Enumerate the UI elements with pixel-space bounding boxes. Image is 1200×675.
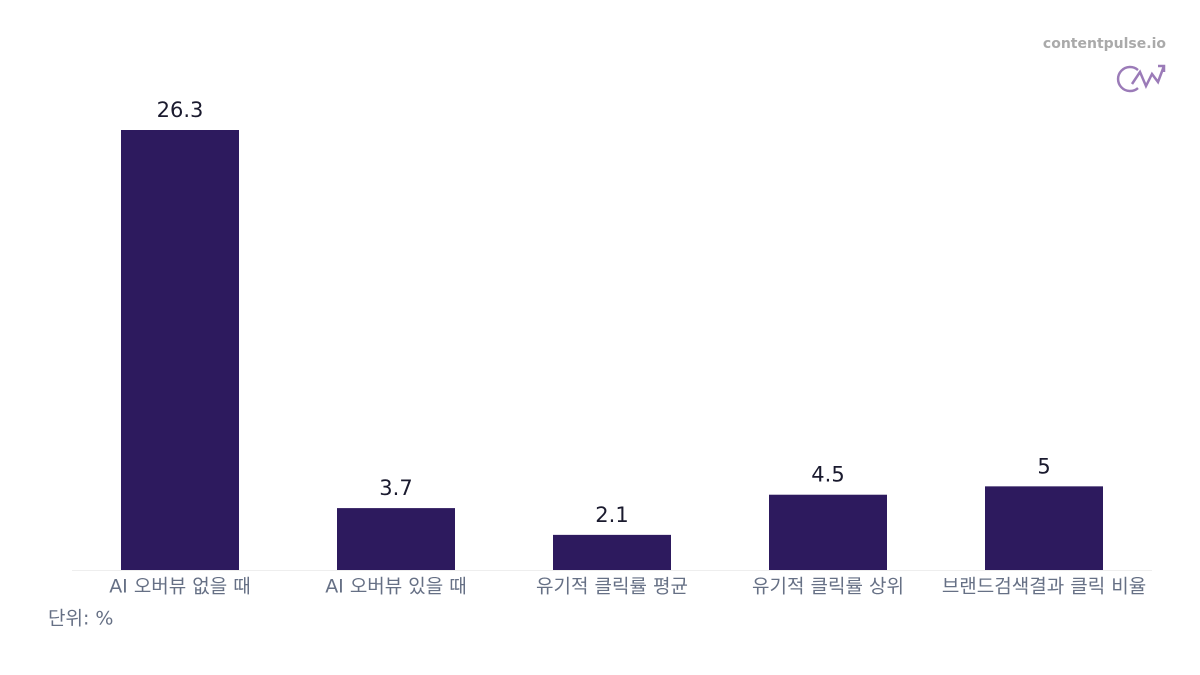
x-tick-label: 브랜드검색결과 클릭 비율 xyxy=(942,576,1146,598)
unit-label: 단위: % xyxy=(48,608,113,630)
x-tick-label: 유기적 클릭률 상위 xyxy=(752,576,904,598)
value-label: 4.5 xyxy=(811,463,844,487)
bar xyxy=(121,130,239,570)
value-label: 3.7 xyxy=(379,476,412,500)
bar xyxy=(769,494,887,570)
value-label: 26.3 xyxy=(157,98,204,122)
bar xyxy=(985,486,1103,570)
x-tick-label: AI 오버뷰 없을 때 xyxy=(109,576,251,598)
bar xyxy=(337,508,455,570)
watermark: contentpulse.io xyxy=(1043,36,1166,52)
logo xyxy=(1116,64,1166,93)
x-tick-label: 유기적 클릭률 평균 xyxy=(536,576,688,598)
value-label: 5 xyxy=(1037,454,1050,478)
value-label: 2.1 xyxy=(595,503,628,527)
x-tick-label: AI 오버뷰 있을 때 xyxy=(325,576,467,598)
bar xyxy=(553,534,671,570)
